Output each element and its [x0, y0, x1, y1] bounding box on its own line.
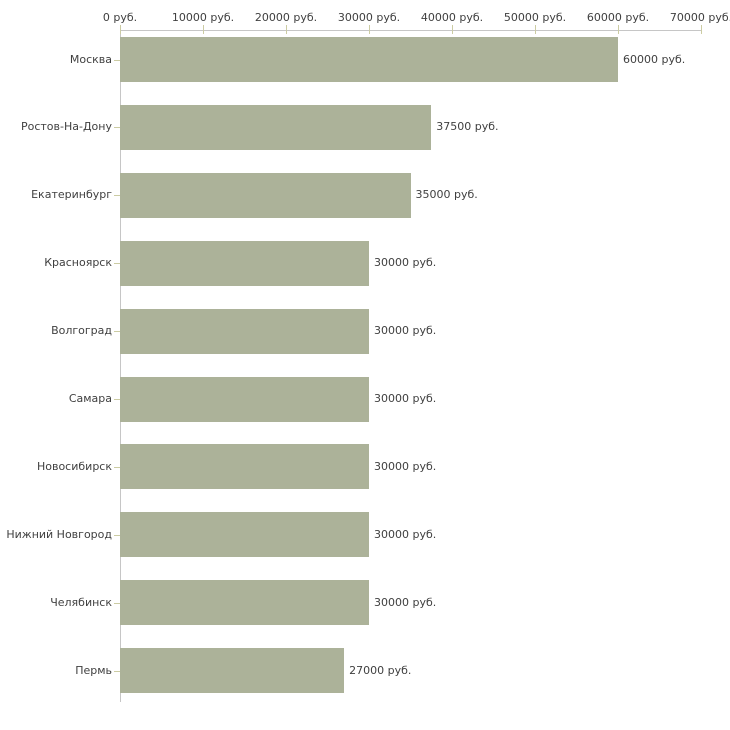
- value-label: 27000 руб.: [349, 663, 412, 677]
- category-label: Москва: [69, 52, 112, 66]
- x-axis-tick-mark: [286, 25, 287, 34]
- x-axis-tick-label: 30000 руб.: [337, 11, 401, 24]
- bar: [120, 376, 369, 422]
- x-axis-tick-mark: [701, 25, 702, 34]
- y-axis-tick-mark: [114, 670, 120, 672]
- bar: [120, 37, 618, 82]
- category-label: Самара: [68, 392, 112, 405]
- x-axis-tick-mark: [369, 25, 370, 34]
- category-label: Пермь: [75, 663, 112, 677]
- bar: [120, 512, 369, 558]
- y-axis-tick-mark: [114, 399, 120, 400]
- y-axis-tick-mark: [114, 263, 120, 265]
- x-axis-tick-mark: [452, 25, 453, 34]
- x-axis-tick-label: 40000 руб.: [420, 11, 484, 24]
- x-axis-tick-label: 70000 руб.: [669, 11, 730, 24]
- category-label: Екатеринбург: [31, 188, 112, 202]
- category-label: Красноярск: [44, 256, 112, 270]
- value-label: 30000 руб.: [374, 459, 437, 473]
- bar: [120, 172, 411, 218]
- x-axis-line: [120, 30, 701, 31]
- x-axis-tick-label: 10000 руб.: [171, 11, 235, 24]
- bar: [120, 104, 432, 150]
- value-label: 35000 руб.: [415, 188, 478, 202]
- category-label: Новосибирск: [36, 459, 112, 473]
- y-axis-tick-mark: [114, 602, 120, 604]
- category-label: Нижний Новгород: [6, 527, 112, 541]
- category-label: Ростов-На-Дону: [20, 120, 112, 134]
- x-axis-tick-label: 60000 руб.: [586, 11, 650, 24]
- x-axis-tick-mark: [203, 25, 204, 34]
- y-axis-tick-mark: [114, 59, 120, 61]
- bar: [120, 648, 345, 694]
- y-axis-tick-mark: [114, 195, 120, 197]
- value-label: 30000 руб.: [374, 392, 437, 405]
- value-label: 30000 руб.: [374, 595, 437, 609]
- y-axis-tick-mark: [114, 331, 120, 333]
- y-axis-tick-mark: [114, 466, 120, 468]
- bar: [120, 308, 369, 354]
- y-axis-line: [120, 30, 121, 702]
- x-axis-tick-mark: [618, 25, 619, 34]
- value-label: 30000 руб.: [374, 527, 437, 541]
- x-axis-tick-mark: [120, 25, 121, 34]
- bar: [120, 444, 369, 490]
- category-label: Волгоград: [51, 324, 112, 338]
- x-axis-tick-label: 50000 руб.: [503, 11, 567, 24]
- value-label: 30000 руб.: [374, 256, 437, 270]
- value-label: 37500 руб.: [436, 120, 499, 134]
- y-axis-tick-mark: [114, 127, 120, 129]
- bar: [120, 580, 369, 626]
- value-label: 60000 руб.: [623, 52, 686, 66]
- value-label: 30000 руб.: [374, 324, 437, 338]
- y-axis-tick-mark: [114, 534, 120, 536]
- x-axis-tick-label: 0 руб.: [102, 11, 138, 24]
- bar: [120, 240, 369, 286]
- category-label: Челябинск: [50, 595, 112, 609]
- x-axis-tick-mark: [535, 25, 536, 34]
- x-axis-tick-label: 20000 руб.: [254, 11, 318, 24]
